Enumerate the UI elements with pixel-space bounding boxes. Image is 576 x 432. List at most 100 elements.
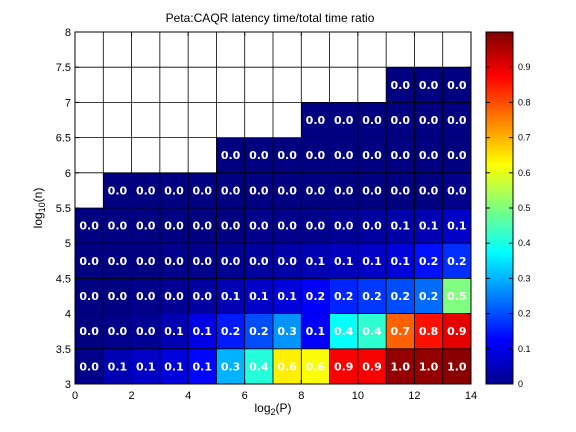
cell-value-label: 0.0 (249, 149, 269, 162)
heatmap-cell (188, 172, 217, 208)
heatmap-cell (386, 67, 415, 103)
heatmap-cell (301, 243, 330, 279)
heatmap-cell-empty (216, 67, 245, 103)
heatmap-cell (75, 243, 104, 279)
heatmap-cell-empty (357, 67, 387, 103)
cell-value-label: 0.2 (334, 290, 354, 303)
colorbar-tick-label: 0.1 (518, 344, 531, 354)
cell-value-label: 0.1 (306, 325, 326, 338)
heatmap-cell (244, 137, 273, 173)
heatmap-cell (75, 278, 104, 314)
cell-value-label: 0.0 (362, 220, 382, 233)
heatmap-cell (442, 278, 471, 314)
heatmap-cell (301, 313, 330, 349)
heatmap-cell (329, 208, 358, 244)
heatmap-cell (414, 278, 443, 314)
cell-value-label: 0.2 (419, 290, 439, 303)
heatmap-cell (357, 278, 387, 314)
x-tick-label: 0 (72, 390, 78, 402)
heatmap-cell-empty (188, 32, 217, 68)
heatmap-cell-empty (75, 137, 104, 173)
cell-value-label: 0.0 (79, 325, 99, 338)
cell-value-label: 0.0 (164, 255, 184, 268)
heatmap-cell (188, 208, 217, 244)
cell-value-label: 0.0 (79, 290, 99, 303)
heatmap-cell (216, 243, 245, 279)
cell-value-label: 0.9 (334, 360, 354, 373)
heatmap-cell (301, 208, 330, 244)
cell-value-label: 0.0 (447, 184, 467, 197)
heatmap-cell (329, 348, 358, 384)
cell-value-label: 0.0 (277, 184, 297, 197)
cell-value-label: 0.3 (221, 360, 241, 373)
heatmap-cell (386, 243, 415, 279)
heatmap-cell-empty (357, 32, 387, 68)
cell-value-label: 0.0 (334, 184, 354, 197)
heatmap-cell (442, 102, 471, 138)
cell-value-label: 0.0 (391, 79, 411, 92)
y-tick-label: 5 (65, 238, 71, 250)
cell-value-label: 0.4 (334, 325, 354, 338)
cell-value-label: 0.0 (249, 255, 269, 268)
cell-value-label: 0.0 (164, 184, 184, 197)
heatmap-cell-empty (188, 67, 217, 103)
heatmap-cell (103, 208, 132, 244)
x-tick-label: 8 (298, 390, 304, 402)
heatmap-cell (216, 137, 245, 173)
heatmap-cell (273, 348, 302, 384)
heatmap-cell (131, 243, 160, 279)
heatmap-cell-empty (244, 67, 273, 103)
cell-value-label: 0.4 (249, 360, 269, 373)
heatmap-cell-empty (131, 67, 160, 103)
heatmap-cell (244, 348, 273, 384)
y-tick-label: 6 (65, 168, 71, 180)
cell-value-label: 0.4 (362, 325, 382, 338)
cell-value-label: 0.0 (108, 220, 128, 233)
heatmap-cell-empty (131, 137, 160, 173)
cell-value-label: 0.1 (277, 290, 297, 303)
x-tick-label: 10 (352, 390, 364, 402)
heatmap-cell-empty (103, 32, 132, 68)
heatmap-cell (188, 313, 217, 349)
y-tick-label: 4.5 (56, 273, 71, 285)
cell-value-label: 0.0 (164, 220, 184, 233)
heatmap-cell (414, 313, 443, 349)
cell-value-label: 0.2 (362, 290, 382, 303)
colorbar-tick-label: 0.8 (518, 97, 531, 107)
heatmap-cell (301, 137, 330, 173)
cell-value-label: 0.0 (277, 255, 297, 268)
x-tick-label: 2 (129, 390, 135, 402)
heatmap-cell (273, 243, 302, 279)
heatmap-cell (442, 208, 471, 244)
cell-value-label: 0.6 (306, 360, 326, 373)
cell-value-label: 0.0 (334, 149, 354, 162)
heatmap-cell (159, 278, 189, 314)
heatmap-cell (273, 208, 302, 244)
heatmap-cell-empty (329, 32, 358, 68)
cell-value-label: 0.0 (419, 149, 439, 162)
heatmap-cell-empty (216, 102, 245, 138)
heatmap-cell (414, 137, 443, 173)
colorbar-tick-label: 0.5 (518, 203, 531, 213)
cell-value-label: 0.1 (391, 220, 411, 233)
x-axis-ticks: 0 2 4 6 8 10 12 14 (72, 32, 477, 402)
heatmap-cell-empty (131, 102, 160, 138)
cell-value-label: 0.1 (193, 360, 213, 373)
heatmap-cell (442, 348, 471, 384)
cell-value-label: 0.0 (79, 220, 99, 233)
colorbar-ticks: 0 0.1 0.2 0.3 0.4 0.5 0.6 0.7 0.8 0.9 (486, 62, 531, 389)
heatmap-cell-empty (131, 32, 160, 68)
heatmap-cell (386, 102, 415, 138)
y-axis-ticks: 3 3.5 4 4.5 5 5.5 6 6.5 7 7.5 8 (56, 27, 471, 391)
heatmap-cell-labels: 0.0 0.1 0.1 0.1 0.1 0.3 0.4 0.6 0.6 0.9 0.9 1.0 1.0 1… (79, 79, 467, 374)
cell-value-label: 0.2 (391, 290, 411, 303)
cell-value-label: 0.0 (79, 255, 99, 268)
cell-value-label: 0.0 (447, 149, 467, 162)
cell-value-label: 0.0 (221, 149, 241, 162)
cell-value-label: 0.0 (362, 184, 382, 197)
heatmap-cell (329, 278, 358, 314)
cell-value-label: 0.1 (249, 290, 269, 303)
heatmap-cell (244, 313, 273, 349)
cell-value-label: 0.0 (221, 220, 241, 233)
heatmap-cell (414, 172, 443, 208)
